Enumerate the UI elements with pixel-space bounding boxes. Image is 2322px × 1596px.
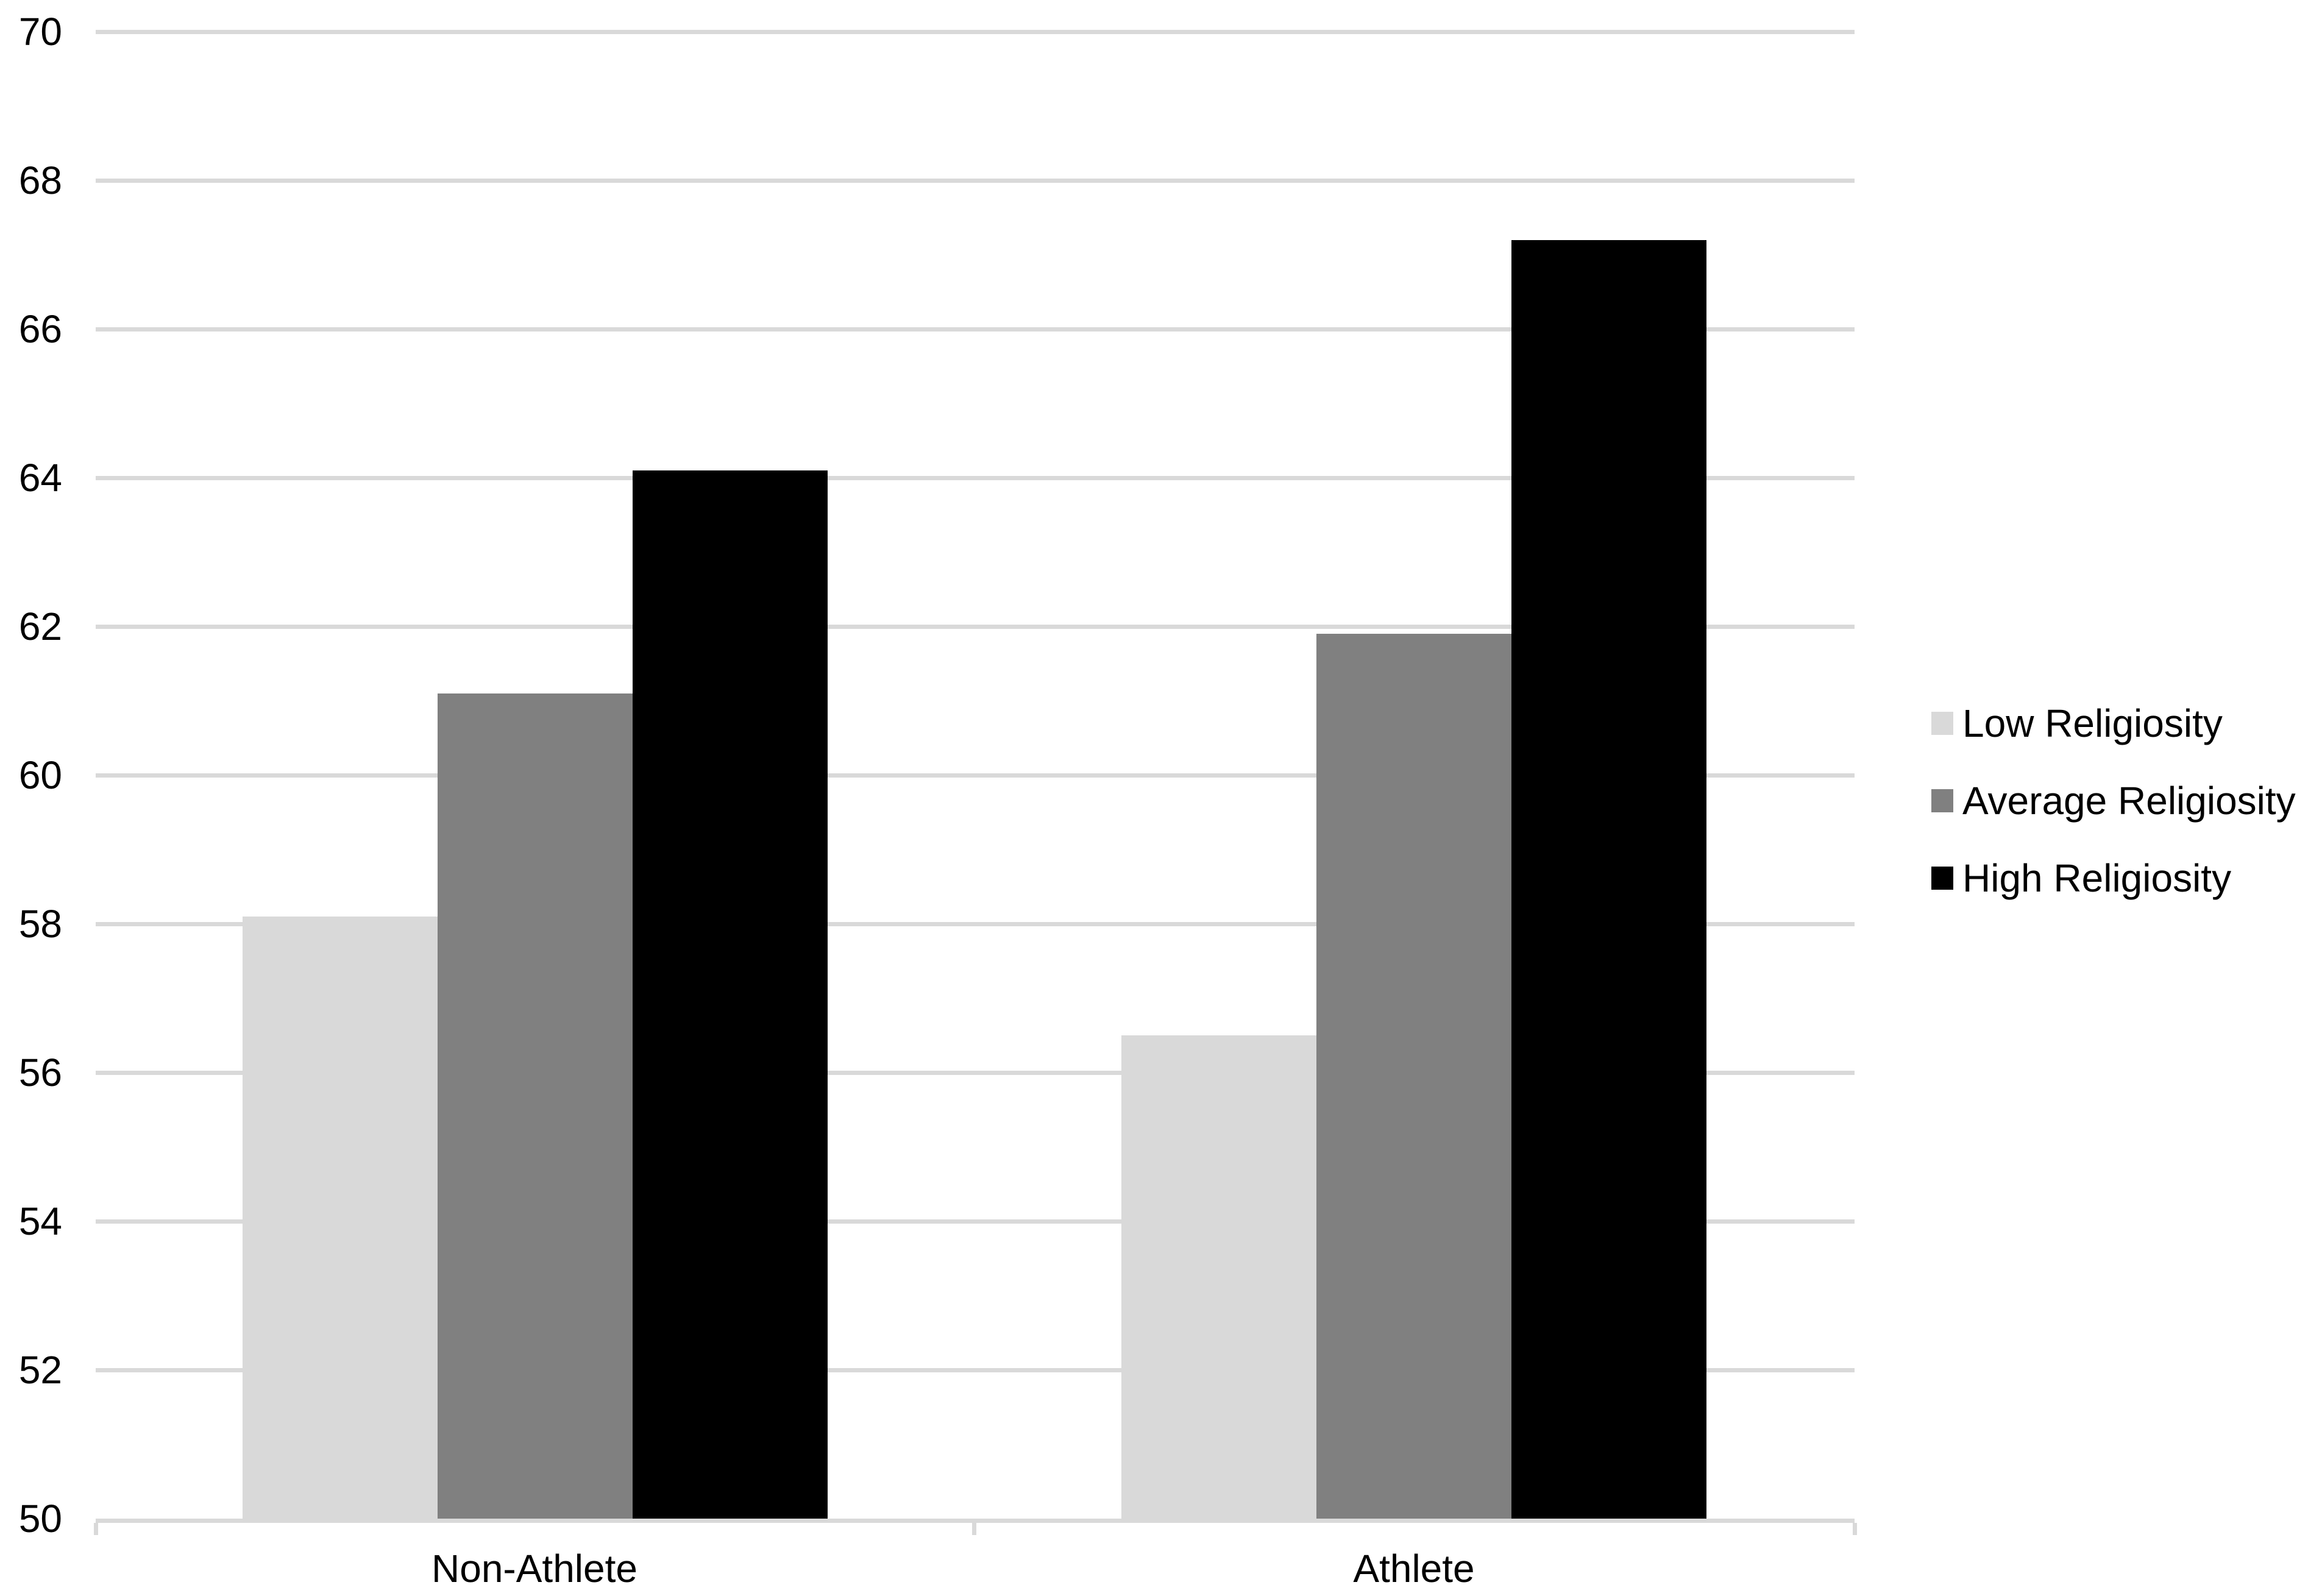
y-axis-tick-label-68: 68 (18, 158, 62, 202)
legend-swatch-low-religiosity (1931, 712, 1953, 735)
gridline-60 (96, 773, 1855, 778)
legend-item-average-religiosity: Average Religiosity (1931, 778, 2296, 823)
gridline-64 (96, 476, 1855, 480)
y-axis-tick-label-50: 50 (18, 1497, 62, 1541)
legend-label-high-religiosity: High Religiosity (1962, 856, 2232, 900)
x-axis-tick-1 (972, 1523, 976, 1535)
y-axis-tick-label-70: 70 (18, 10, 62, 54)
gridline-70 (96, 30, 1855, 34)
legend-swatch-average-religiosity (1931, 789, 1953, 812)
legend-item-high-religiosity: High Religiosity (1931, 856, 2231, 901)
x-axis-category-label-non-athlete: Non-Athlete (431, 1547, 637, 1591)
y-axis-tick-label-66: 66 (18, 307, 62, 351)
legend-label-low-religiosity: Low Religiosity (1962, 701, 2223, 745)
gridline-68 (96, 179, 1855, 183)
gridline-62 (96, 625, 1855, 629)
gridline-66 (96, 327, 1855, 332)
bar-athlete-high-religiosity (1511, 239, 1706, 1519)
y-axis-tick-label-64: 64 (18, 456, 62, 500)
y-axis-tick-label-52: 52 (18, 1348, 62, 1392)
legend-item-low-religiosity: Low Religiosity (1931, 701, 2223, 746)
bar-athlete-average-religiosity (1316, 634, 1511, 1519)
gridline-54 (96, 1219, 1855, 1224)
y-axis-tick-label-62: 62 (18, 605, 62, 648)
bar-non-athlete-low-religiosity (243, 916, 438, 1519)
x-axis-tick-2 (1853, 1523, 1857, 1535)
bar-athlete-low-religiosity (1121, 1035, 1316, 1519)
gridline-56 (96, 1071, 1855, 1075)
y-axis-tick-label-60: 60 (18, 753, 62, 797)
x-axis-category-label-athlete: Athlete (1353, 1547, 1475, 1591)
gridline-58 (96, 922, 1855, 926)
y-axis-tick-label-58: 58 (18, 902, 62, 946)
y-axis-tick-label-56: 56 (18, 1051, 62, 1094)
gridline-52 (96, 1368, 1855, 1372)
legend-label-average-religiosity: Average Religiosity (1962, 779, 2296, 823)
y-axis-tick-label-54: 54 (18, 1199, 62, 1243)
x-axis-line (96, 1519, 1855, 1523)
bar-non-athlete-high-religiosity (633, 470, 828, 1519)
legend-swatch-high-religiosity (1931, 867, 1953, 890)
x-axis-tick-0 (94, 1523, 98, 1535)
bar-non-athlete-average-religiosity (438, 693, 633, 1519)
